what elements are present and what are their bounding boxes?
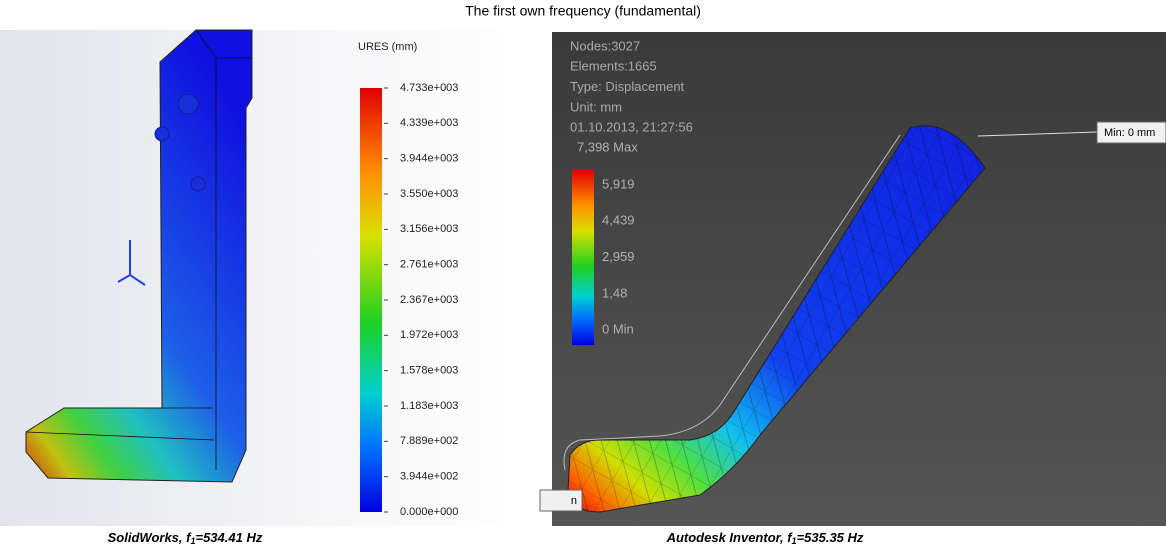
legend-label: 1.183e+003	[400, 400, 458, 412]
undeformed-outline	[563, 134, 901, 471]
caption: Autodesk Inventor, f1=535.35 Hz	[666, 530, 864, 546]
legend-label: 3.550e+003	[400, 188, 458, 200]
legend-label: 3.156e+003	[400, 223, 458, 235]
callout-box	[1096, 121, 1166, 144]
caption-subscript: 1	[792, 536, 797, 546]
info-line: Type: Displacement	[570, 79, 685, 94]
callout-leader	[977, 131, 1098, 137]
legend-label: 1.972e+003	[400, 329, 458, 341]
colorbar	[572, 170, 594, 345]
info-line: 01.10.2013, 21:27:56	[570, 120, 693, 135]
inventor-panel: Min: 0 mm n Nodes:3027 Elements:1665 Type:…	[539, 32, 1166, 526]
caption-subscript: 1	[190, 536, 195, 546]
caption-text: =534.41 Hz	[195, 530, 262, 545]
legend-title: URES (mm)	[358, 41, 417, 53]
colorbar	[360, 88, 382, 512]
figure-title: The first own frequency (fundamental)	[465, 3, 701, 19]
caption-text: =535.35 Hz	[797, 530, 864, 545]
callout-text: Min: 0 mm	[1104, 127, 1155, 139]
solidworks-panel: URES (mm) 4.733e+003 4.339e+003 3.944e+003…	[0, 29, 540, 526]
legend-label: 1.578e+003	[400, 365, 458, 377]
legend-label: 2.367e+003	[400, 294, 458, 306]
legend-label: 2,959	[602, 249, 635, 264]
legend-label: 4,439	[602, 213, 635, 228]
caption: SolidWorks, f1=534.41 Hz	[108, 530, 263, 546]
legend-label: 3.944e+002	[400, 471, 458, 483]
caption-text: SolidWorks, f	[108, 530, 192, 545]
mesh	[568, 125, 985, 512]
info-line: Unit: mm	[570, 99, 622, 114]
legend-label: 1,48	[602, 285, 627, 300]
hole	[177, 93, 199, 115]
info-line: Nodes:3027	[570, 38, 640, 53]
caption-text: Autodesk Inventor, f	[666, 530, 794, 545]
part	[25, 29, 253, 483]
legend-label: 7,398 Max	[577, 139, 638, 154]
legend-label: 7.889e+002	[400, 435, 458, 447]
legend-label: 4.733e+003	[400, 82, 458, 94]
callout-box	[539, 489, 583, 512]
legend-label: 0 Min	[602, 322, 634, 337]
legend-label: 4.339e+003	[400, 117, 458, 129]
triad	[117, 240, 146, 286]
info-line: Elements:1665	[570, 59, 657, 74]
hole	[190, 176, 206, 192]
legend-label: 5,919	[602, 176, 635, 191]
legend-label: 3.944e+003	[400, 153, 458, 165]
legend-label: 0.000e+000	[400, 506, 458, 518]
callout-text: n	[571, 495, 577, 507]
part-edges	[25, 29, 252, 470]
legend-label: 2.761e+003	[400, 259, 458, 271]
hole	[154, 126, 170, 142]
